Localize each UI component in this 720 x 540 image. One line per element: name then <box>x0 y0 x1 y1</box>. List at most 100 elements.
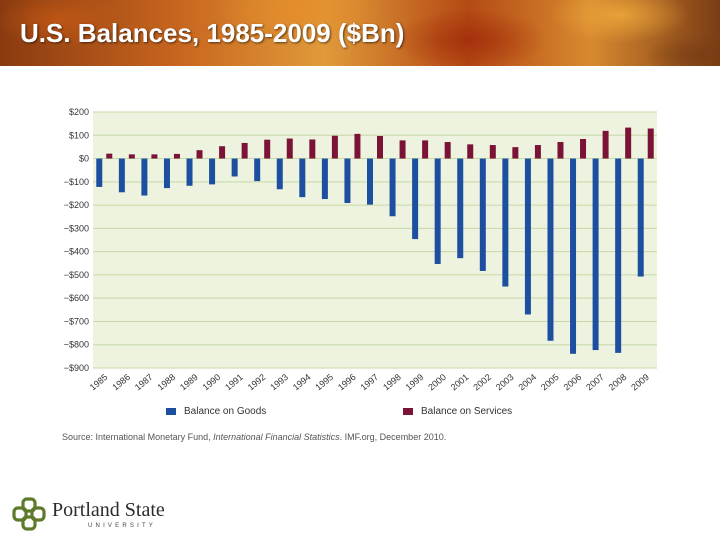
logo-name: Portland State <box>52 498 165 521</box>
legend-services-swatch <box>403 408 413 415</box>
goods-bar <box>231 158 238 177</box>
y-tick-label: −$600 <box>64 293 89 303</box>
x-tick-label: 2004 <box>516 372 538 393</box>
services-bar <box>489 145 496 159</box>
goods-bar <box>412 158 419 240</box>
services-bar <box>399 140 406 159</box>
services-bar <box>580 138 587 159</box>
goods-bar <box>592 158 599 351</box>
legend-goods-label: Balance on Goods <box>184 406 267 417</box>
y-tick-label: $100 <box>69 130 89 140</box>
services-bar <box>534 145 541 159</box>
y-tick-label: −$400 <box>64 247 89 257</box>
services-bar <box>331 135 338 159</box>
services-bar <box>557 142 564 159</box>
goods-bar <box>389 158 396 217</box>
goods-bar <box>524 158 531 315</box>
x-tick-label: 1987 <box>133 372 155 393</box>
goods-bar <box>344 158 351 203</box>
services-bar <box>241 142 248 159</box>
legend-services-label: Balance on Services <box>421 406 513 417</box>
x-tick-label: 2000 <box>426 372 448 393</box>
goods-bar <box>434 158 441 264</box>
services-bar <box>286 138 293 159</box>
services-bar <box>264 139 271 159</box>
x-tick-label: 2009 <box>629 372 651 393</box>
services-bar <box>309 139 316 159</box>
services-bar <box>219 146 226 159</box>
portland-state-logo: Portland State UNIVERSITY <box>12 497 165 531</box>
x-tick-label: 1997 <box>359 372 381 393</box>
goods-bar <box>118 158 125 193</box>
goods-bar <box>615 158 622 353</box>
services-bar <box>128 154 135 159</box>
y-tick-label: −$200 <box>64 200 89 210</box>
x-tick-label: 1992 <box>246 372 268 393</box>
x-tick-label: 1985 <box>88 372 110 393</box>
y-tick-label: −$500 <box>64 270 89 280</box>
x-tick-label: 1995 <box>313 372 335 393</box>
y-tick-label: −$900 <box>64 363 89 373</box>
services-bar <box>354 133 361 159</box>
x-tick-label: 1993 <box>268 372 290 393</box>
legend-goods-swatch <box>166 408 176 415</box>
goods-bar <box>209 158 216 185</box>
goods-bar <box>479 158 486 271</box>
x-tick-label: 2002 <box>471 372 493 393</box>
y-tick-label: −$100 <box>64 177 89 187</box>
goods-bar <box>457 158 464 259</box>
services-bar <box>196 150 203 159</box>
goods-bar <box>186 158 193 186</box>
services-bar <box>173 153 180 159</box>
services-bar <box>512 147 519 159</box>
goods-bar <box>321 158 328 200</box>
x-tick-label: 2001 <box>449 372 471 393</box>
source-prefix: Source <box>62 432 91 442</box>
x-tick-label: 1999 <box>404 372 426 393</box>
source-publication: International Financial Statistics <box>213 432 340 442</box>
x-tick-label: 1988 <box>155 372 177 393</box>
services-bar <box>422 140 429 159</box>
x-tick-label: 2003 <box>494 372 516 393</box>
source-suffix: . IMF.org, December 2010. <box>339 432 447 442</box>
services-bar <box>151 154 158 159</box>
y-tick-label: −$300 <box>64 223 89 233</box>
goods-bar <box>254 158 261 182</box>
x-tick-label: 2005 <box>539 372 561 393</box>
y-tick-label: −$700 <box>64 316 89 326</box>
goods-bar <box>299 158 306 198</box>
goods-bar <box>276 158 283 190</box>
goods-bar <box>502 158 509 287</box>
goods-bar <box>570 158 577 354</box>
legend-goods: Balance on Goods <box>166 406 266 417</box>
goods-bar <box>96 158 103 187</box>
slide-title: U.S. Balances, 1985-2009 ($Bn) <box>20 18 405 48</box>
services-bar <box>647 128 654 159</box>
goods-bar <box>163 158 170 189</box>
autumn-leaves-banner: U.S. Balances, 1985-2009 ($Bn) <box>0 0 720 66</box>
goods-bar <box>141 158 148 196</box>
source-main: : International Monetary Fund, <box>90 432 214 442</box>
balances-bar-chart: $200 $100 $0 −$100 −$200 −$300 −$400 −$500 −$600… <box>64 107 657 393</box>
y-tick-label: −$800 <box>64 340 89 350</box>
psu-logo-icon <box>12 497 46 531</box>
goods-bar <box>547 158 554 341</box>
services-bar <box>444 142 451 159</box>
x-tick-label: 1994 <box>291 372 313 393</box>
x-tick-label: 2008 <box>607 372 629 393</box>
legend-services: Balance on Services <box>403 406 512 417</box>
services-bar <box>106 153 113 159</box>
services-bar <box>467 144 474 159</box>
goods-bar <box>367 158 373 205</box>
x-tick-label: 1986 <box>110 372 132 393</box>
logo-subtitle: UNIVERSITY <box>88 522 157 529</box>
y-tick-label: $200 <box>69 107 89 117</box>
y-tick-label: $0 <box>79 154 89 164</box>
source-note: Source: International Monetary Fund, Int… <box>62 432 446 442</box>
x-tick-label: 1996 <box>336 372 358 393</box>
services-bar <box>602 130 609 159</box>
services-bar <box>625 127 632 159</box>
x-tick-label: 2006 <box>562 372 584 393</box>
services-bar <box>377 135 383 159</box>
x-tick-label: 1989 <box>178 372 200 393</box>
